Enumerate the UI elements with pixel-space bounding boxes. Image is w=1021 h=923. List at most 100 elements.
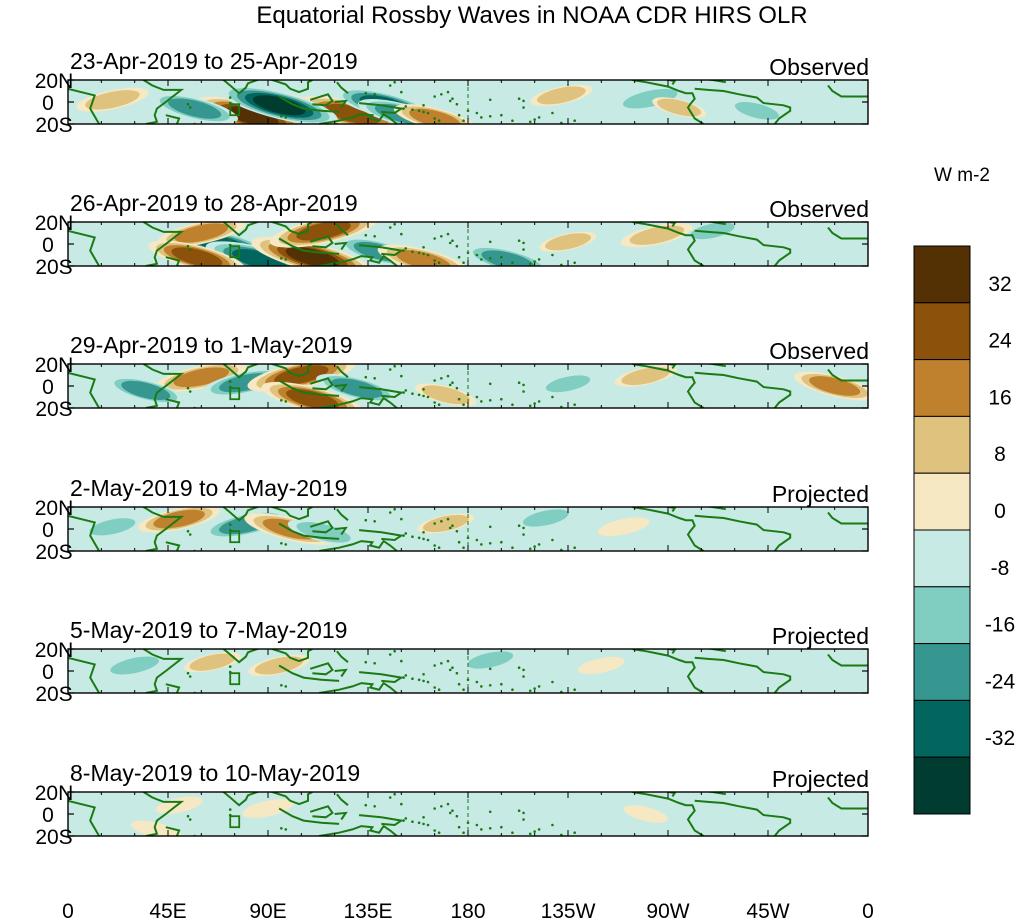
island-dot bbox=[517, 97, 521, 100]
island-dot bbox=[437, 688, 441, 691]
island-dot bbox=[446, 517, 450, 521]
y-tick-label: 20S bbox=[35, 683, 72, 706]
island-dot bbox=[186, 529, 190, 533]
island-dot bbox=[388, 84, 392, 87]
y-tick-label: 20S bbox=[35, 398, 72, 421]
island-dot bbox=[422, 531, 425, 534]
panel-status: Observed bbox=[769, 338, 869, 364]
coastline bbox=[704, 364, 726, 368]
x-tick-label: 45W bbox=[746, 900, 789, 923]
island-dot bbox=[426, 395, 430, 399]
island-dot bbox=[475, 680, 479, 684]
panel-date-range: 2-May-2019 to 4-May-2019 bbox=[70, 475, 347, 501]
x-tick-label: 90W bbox=[646, 900, 689, 923]
island-dot bbox=[462, 261, 465, 264]
olr-anomaly-contour bbox=[285, 247, 340, 266]
island-dot bbox=[455, 102, 459, 106]
olr-anomaly-contour bbox=[232, 249, 287, 266]
island-dot bbox=[373, 235, 376, 238]
coastline bbox=[664, 80, 677, 85]
coastline bbox=[334, 526, 348, 536]
olr-anomaly-contour bbox=[597, 517, 650, 537]
panel-status: Projected bbox=[772, 481, 869, 507]
island-dot bbox=[522, 533, 525, 536]
coastline bbox=[334, 668, 348, 678]
island-dot bbox=[433, 807, 436, 810]
coastline bbox=[68, 799, 100, 836]
y-tick-label: 20S bbox=[35, 541, 72, 564]
island-dot bbox=[522, 526, 525, 530]
island-dot bbox=[440, 520, 443, 523]
x-tick-label: 180 bbox=[450, 900, 485, 923]
island-dot bbox=[433, 544, 436, 547]
coastline bbox=[632, 792, 705, 836]
coastline bbox=[278, 664, 340, 682]
panel-date-range: 29-Apr-2019 to 1-May-2019 bbox=[70, 332, 353, 358]
island-dot bbox=[537, 828, 541, 831]
y-tick-label: 0 bbox=[42, 376, 54, 399]
island-dot bbox=[284, 543, 288, 546]
island-dot bbox=[402, 676, 405, 679]
coastline bbox=[694, 87, 792, 124]
island-dot bbox=[364, 660, 368, 664]
coastline bbox=[143, 80, 185, 124]
island-dot bbox=[186, 671, 190, 675]
island-dot bbox=[404, 105, 408, 108]
island-dot bbox=[457, 113, 461, 117]
coastline bbox=[309, 235, 334, 249]
chart-title: Equatorial Rossby Waves in NOAA CDR HIRS… bbox=[256, 2, 807, 29]
y-tick-label: 20S bbox=[35, 256, 72, 279]
island-dot bbox=[440, 235, 443, 238]
olr-anomaly-contour bbox=[286, 389, 339, 408]
region-box bbox=[229, 530, 241, 544]
island-dot bbox=[511, 831, 514, 834]
island-dot bbox=[455, 529, 459, 533]
olr-anomaly-contour bbox=[522, 509, 569, 527]
island-dot bbox=[475, 538, 479, 542]
olr-anomaly-contour bbox=[623, 88, 678, 109]
olr-anomaly-contour bbox=[690, 222, 735, 240]
colorbar-tick-label: 0 bbox=[994, 500, 1006, 523]
island-dot bbox=[522, 818, 525, 821]
coastline bbox=[68, 229, 100, 266]
island-dot bbox=[188, 675, 192, 678]
island-dot bbox=[364, 803, 368, 807]
island-dot bbox=[426, 680, 430, 684]
colorbar-tick-label: 16 bbox=[988, 386, 1011, 409]
x-axis: 0 45E 90E 135E 180 135W 90W 45W 0 bbox=[62, 900, 874, 923]
island-dot bbox=[511, 546, 514, 549]
island-dot bbox=[393, 792, 396, 796]
island-dot bbox=[551, 395, 554, 399]
island-dot bbox=[404, 247, 408, 250]
island-dot bbox=[522, 675, 525, 678]
coastline bbox=[334, 241, 348, 251]
island-dot bbox=[388, 368, 392, 371]
island-dot bbox=[437, 261, 441, 264]
island-dot bbox=[188, 106, 192, 109]
island-dot bbox=[457, 682, 461, 686]
island-dot bbox=[411, 250, 414, 253]
coastline bbox=[165, 826, 181, 836]
coastline bbox=[632, 222, 705, 266]
island-dot bbox=[364, 518, 368, 522]
island-dot bbox=[522, 241, 525, 245]
coastline bbox=[664, 507, 677, 512]
coastline bbox=[336, 793, 349, 806]
olr-anomaly-contour bbox=[467, 651, 514, 669]
island-dot bbox=[511, 688, 514, 691]
olr-field bbox=[68, 792, 868, 836]
island-dot bbox=[528, 547, 532, 551]
y-tick-label: 0 bbox=[42, 661, 54, 684]
island-dot bbox=[364, 375, 368, 379]
olr-anomaly-contour bbox=[422, 514, 469, 533]
island-dot bbox=[422, 246, 425, 249]
island-dot bbox=[440, 93, 443, 96]
coastline bbox=[336, 365, 349, 378]
panel-status: Observed bbox=[769, 54, 869, 80]
island-dot bbox=[284, 685, 288, 688]
island-dot bbox=[551, 538, 554, 542]
island-dot bbox=[551, 680, 554, 684]
island-dot bbox=[551, 253, 554, 257]
